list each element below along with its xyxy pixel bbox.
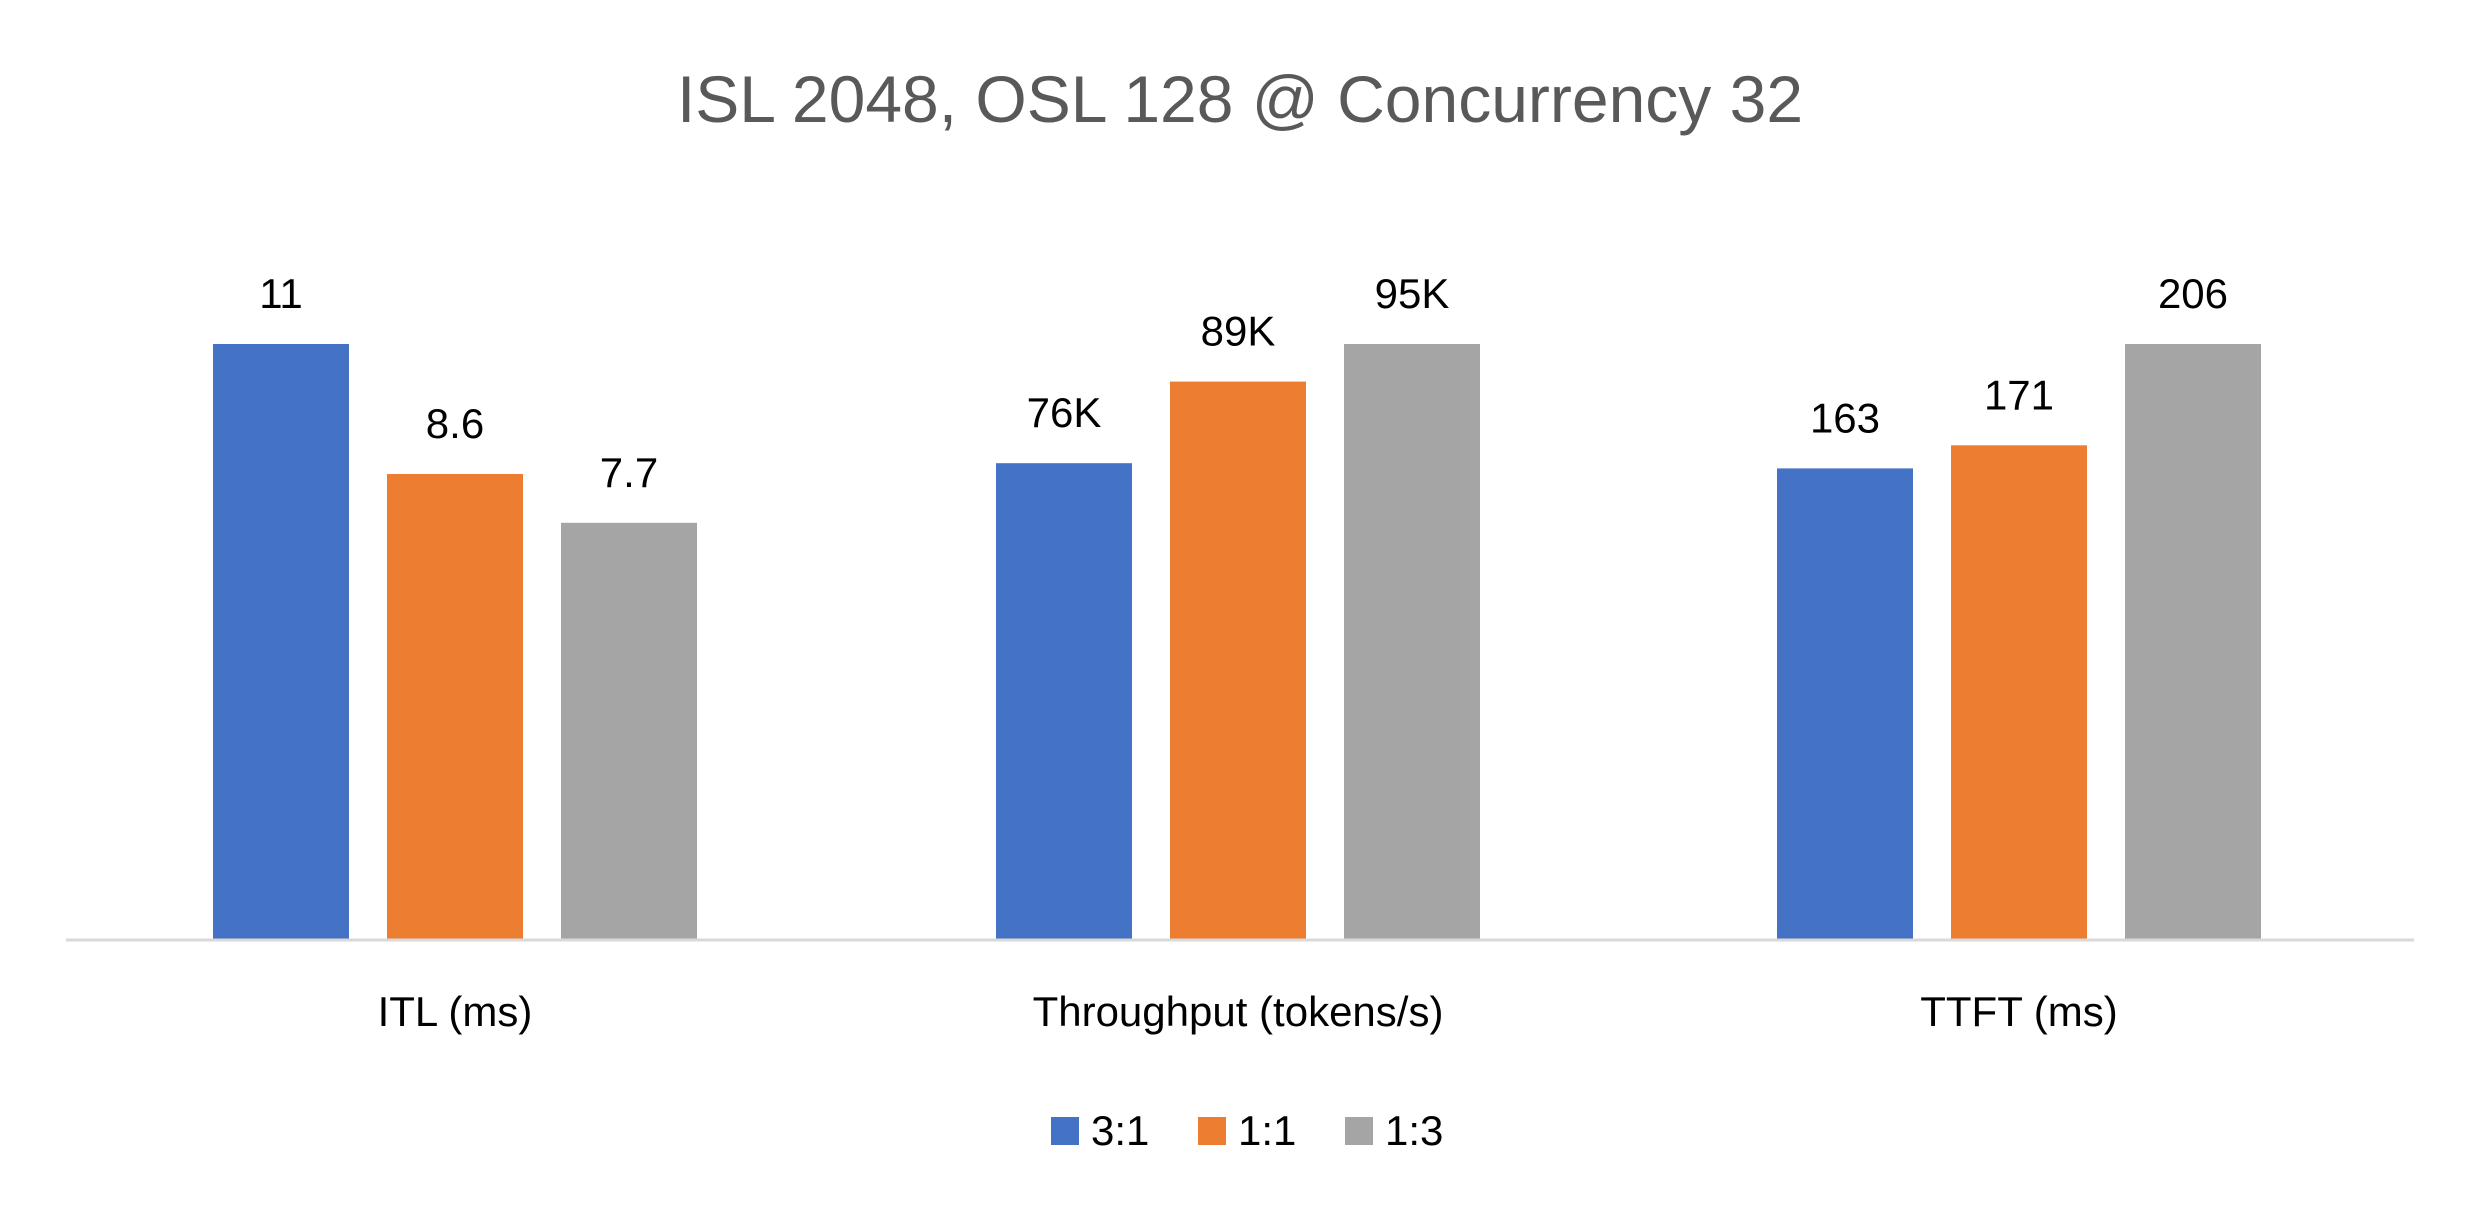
legend-swatch-2 bbox=[1345, 1117, 1373, 1145]
legend: 3:1 1:1 1:3 bbox=[1051, 1107, 1443, 1154]
data-label-2-1: 171 bbox=[1984, 371, 2054, 418]
category-label-1: Throughput (tokens/s) bbox=[1033, 988, 1444, 1035]
legend-swatch-0 bbox=[1051, 1117, 1079, 1145]
legend-label-1: 1:1 bbox=[1238, 1107, 1296, 1154]
bar-2-0 bbox=[1777, 468, 1913, 940]
bar-0-1 bbox=[387, 474, 523, 940]
bar-0-2 bbox=[561, 522, 697, 940]
data-label-2-0: 163 bbox=[1810, 394, 1880, 441]
data-label-1-0: 76K bbox=[1027, 389, 1102, 436]
category-label-0: ITL (ms) bbox=[378, 988, 533, 1035]
data-label-0-2: 7.7 bbox=[600, 449, 658, 496]
chart-title: ISL 2048, OSL 128 @ Concurrency 32 bbox=[677, 62, 1803, 136]
data-label-0-0: 11 bbox=[259, 270, 303, 317]
bar-0-0 bbox=[213, 344, 349, 940]
category-label-2: TTFT (ms) bbox=[1920, 988, 2118, 1035]
bar-2-1 bbox=[1951, 445, 2087, 940]
data-label-1-2: 95K bbox=[1375, 270, 1450, 317]
bar-1-1 bbox=[1170, 381, 1306, 941]
bars-layer bbox=[213, 344, 2261, 941]
bar-1-0 bbox=[996, 463, 1132, 940]
data-label-2-2: 206 bbox=[2158, 270, 2228, 317]
value-labels-layer: 11 8.6 7.7 76K 89K 95K 163 171 206 bbox=[259, 270, 2228, 496]
data-label-0-1: 8.6 bbox=[426, 400, 484, 447]
legend-label-2: 1:3 bbox=[1385, 1107, 1443, 1154]
legend-swatch-1 bbox=[1198, 1117, 1226, 1145]
bar-1-2 bbox=[1344, 344, 1480, 940]
data-label-1-1: 89K bbox=[1201, 308, 1276, 355]
category-labels-layer: ITL (ms) Throughput (tokens/s) TTFT (ms) bbox=[378, 988, 2118, 1035]
bar-2-2 bbox=[2125, 344, 2261, 940]
legend-label-0: 3:1 bbox=[1091, 1107, 1149, 1154]
